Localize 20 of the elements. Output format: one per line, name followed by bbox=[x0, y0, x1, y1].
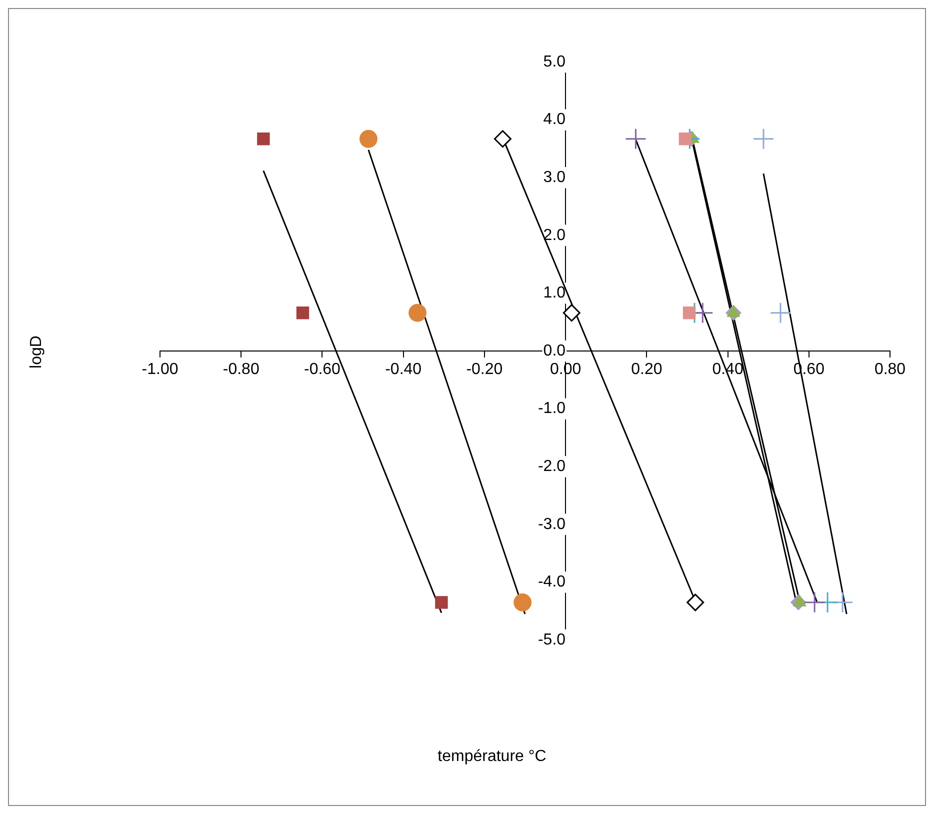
y-tick-label: 3.0 bbox=[543, 169, 566, 186]
y-tick-label: -1.0 bbox=[538, 400, 566, 418]
y-tick-label: -3.0 bbox=[538, 516, 566, 533]
x-tick-label: -0.80 bbox=[222, 361, 260, 378]
y-tick-label: -4.0 bbox=[538, 574, 566, 591]
x-tick-label: -0.20 bbox=[466, 361, 503, 378]
x-tick-label: -0.40 bbox=[385, 361, 422, 378]
x-tick-label: 0.80 bbox=[874, 361, 906, 378]
y-tick-label: 2.0 bbox=[543, 226, 566, 244]
y-tick-label: 0.0 bbox=[543, 342, 566, 360]
text: température °C bbox=[436, 748, 548, 766]
text: logD bbox=[28, 336, 46, 368]
x-tick-label: 0.20 bbox=[631, 361, 662, 378]
y-tick-label: 4.0 bbox=[543, 111, 566, 128]
y-tick-label: -2.0 bbox=[538, 458, 566, 476]
y-tick-label: 5.0 bbox=[543, 53, 566, 70]
y-tick-label: -5.0 bbox=[538, 631, 566, 648]
y-tick-label: 1.0 bbox=[543, 284, 566, 302]
x-tick-label: -0.60 bbox=[304, 361, 341, 378]
x-tick-label: -1.00 bbox=[142, 361, 178, 378]
